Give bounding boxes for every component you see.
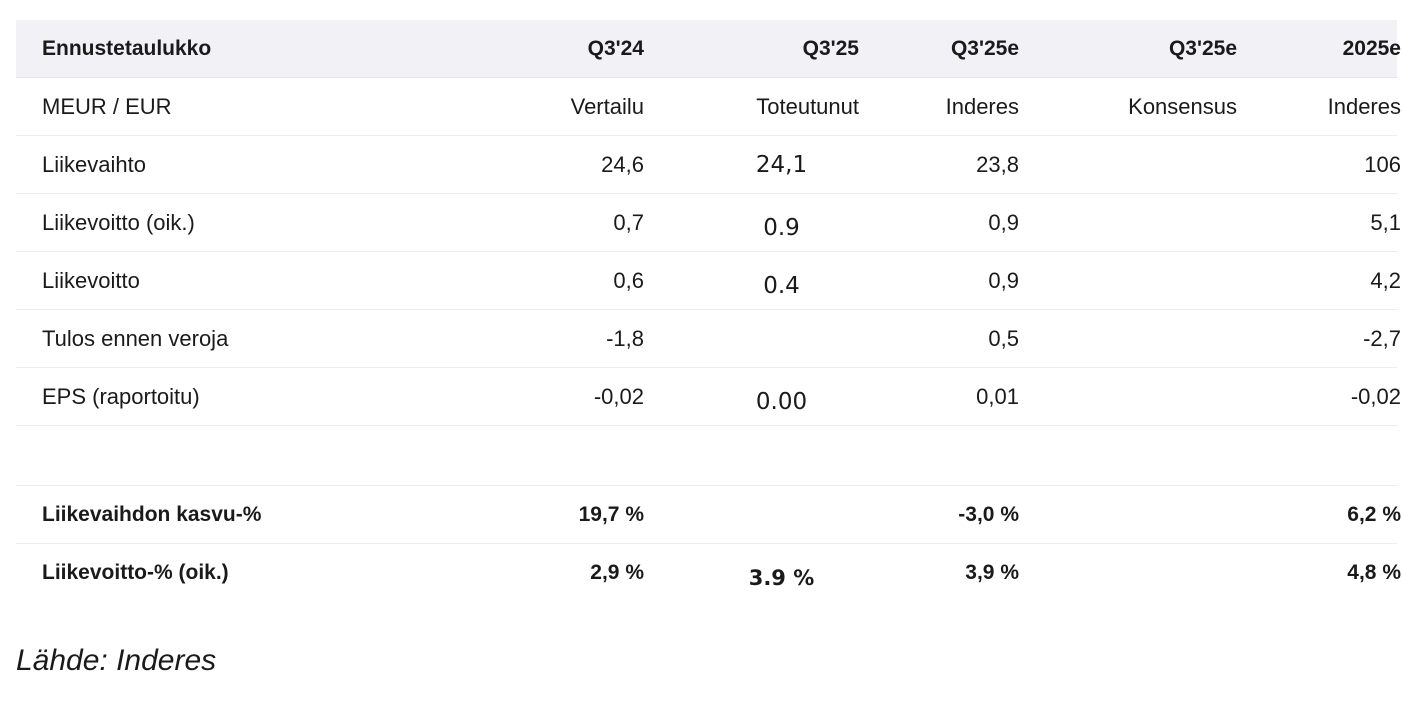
- table-cell: 19,7 %: [578, 502, 644, 526]
- table-cell: 0.4: [763, 272, 800, 299]
- table-cell: -3,0 %: [958, 502, 1019, 526]
- row-label: Liikevoitto: [42, 267, 140, 293]
- table-cell: 24,6: [601, 151, 644, 177]
- unit-label: MEUR / EUR: [42, 93, 172, 119]
- table-cell: 6,2 %: [1347, 502, 1401, 526]
- table-row: EPS (raportoitu) -0,02 0.00 0,01 -0,02: [16, 368, 1401, 426]
- table-cell: 5,1: [1370, 209, 1401, 235]
- col-sub-konsensus: Konsensus: [1128, 93, 1237, 119]
- row-label: Tulos ennen veroja: [42, 325, 229, 351]
- row-label: Liikevoitto-% (oik.): [42, 561, 229, 584]
- table-subheader-row: MEUR / EUR Vertailu Toteutunut Inderes K…: [16, 78, 1401, 136]
- col-header-2025e: 2025e: [1342, 36, 1401, 60]
- table-cell: 0,7: [613, 209, 644, 235]
- table-row: Liikevoitto (oik.) 0,7 0.9 0,9 5,1: [16, 194, 1401, 252]
- table-cell: -0,02: [1350, 383, 1401, 409]
- table-cell: 3,9 %: [965, 561, 1019, 584]
- table-cell: 0.9: [763, 214, 800, 241]
- table-row: Liikevaihdon kasvu-% 19,7 % -3,0 % 6,2 %: [16, 486, 1401, 544]
- table-cell: 0,9: [988, 209, 1019, 235]
- col-header-q325e-inderes: Q3'25e: [950, 36, 1019, 60]
- table-cell: 0,6: [613, 267, 644, 293]
- col-header-q325: Q3'25: [802, 36, 859, 60]
- table-cell: 0.00: [755, 388, 808, 415]
- table-cell: 2,9 %: [590, 561, 644, 584]
- col-header-q324: Q3'24: [587, 36, 644, 60]
- table-row: Liikevoitto-% (oik.) 2,9 % 3.9 % 3,9 % 4…: [16, 544, 1401, 602]
- col-sub-inderes-2025: Inderes: [1327, 93, 1401, 119]
- table-row: Tulos ennen veroja -1,8 0,5 -2,7: [16, 310, 1401, 368]
- table-cell: -2,7: [1363, 325, 1401, 351]
- table-cell: 3.9 %: [748, 566, 815, 590]
- table-header-row: Ennustetaulukko Q3'24 Q3'25 Q3'25e Q3'25…: [16, 20, 1401, 78]
- table-row: Liikevoitto 0,6 0.4 0,9 4,2: [16, 252, 1401, 310]
- row-label: Liikevaihto: [42, 151, 146, 177]
- source-caption: Lähde: Inderes: [16, 644, 217, 677]
- table-cell: 4,2: [1370, 267, 1401, 293]
- col-sub-vertailu: Vertailu: [570, 93, 644, 119]
- col-header-q325e-consensus: Q3'25e: [1168, 36, 1237, 60]
- row-label: EPS (raportoitu): [42, 383, 200, 409]
- table-title: Ennustetaulukko: [42, 36, 212, 60]
- forecast-table: Ennustetaulukko Q3'24 Q3'25 Q3'25e Q3'25…: [16, 20, 1401, 602]
- table-cell: 4,8 %: [1347, 561, 1401, 584]
- row-label: Liikevoitto (oik.): [42, 209, 195, 235]
- table-cell: 0,9: [988, 267, 1019, 293]
- table-cell: -0,02: [593, 383, 644, 409]
- row-label: Liikevaihdon kasvu-%: [42, 502, 262, 526]
- col-sub-inderes: Inderes: [945, 93, 1019, 119]
- table-cell: 0,5: [988, 325, 1019, 351]
- table-cell: 0,01: [976, 383, 1019, 409]
- col-sub-toteutunut: Toteutunut: [756, 93, 859, 119]
- table-cell: 23,8: [976, 151, 1019, 177]
- spacer-row: [16, 426, 1397, 486]
- table-cell: 24,1: [755, 151, 808, 178]
- table-row: Liikevaihto 24,6 24,1 23,8 106: [16, 136, 1401, 194]
- table-cell: -1,8: [606, 325, 644, 351]
- table-cell: 106: [1364, 151, 1401, 177]
